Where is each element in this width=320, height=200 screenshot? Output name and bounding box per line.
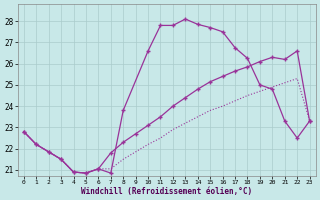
X-axis label: Windchill (Refroidissement éolien,°C): Windchill (Refroidissement éolien,°C) xyxy=(81,187,252,196)
